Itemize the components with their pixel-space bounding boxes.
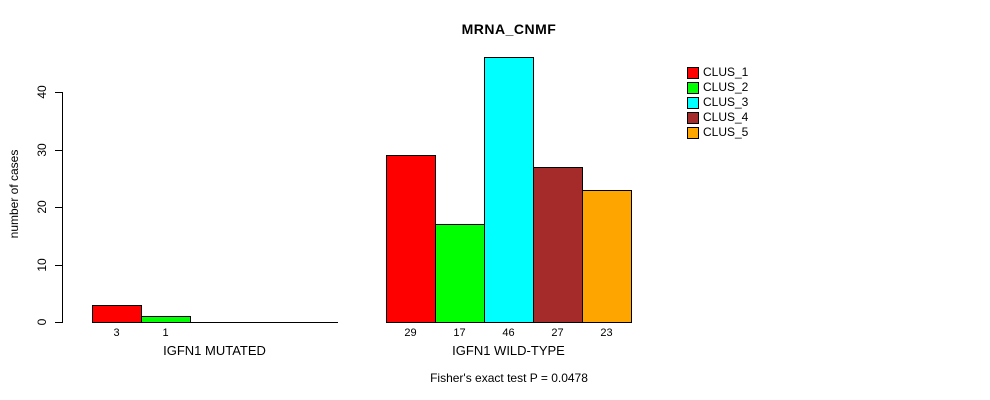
bar-clus_2: [435, 224, 485, 322]
bar-value-label: 17: [453, 327, 466, 339]
bar-value-label: 1: [162, 327, 169, 339]
group-label: IGFN1 WILD-TYPE: [452, 343, 565, 358]
legend: CLUS_1 CLUS_2 CLUS_3 CLUS_4 CLUS_5: [687, 65, 748, 140]
y-tick-label: 40: [35, 85, 49, 99]
bar-value-label: 23: [600, 327, 613, 339]
legend-label: CLUS_5: [703, 125, 749, 139]
y-tick-mark: [55, 92, 62, 93]
legend-item: CLUS_2: [687, 80, 748, 95]
bar-clus_1: [92, 305, 142, 322]
bar-clus_5: [582, 190, 632, 322]
y-tick-label: 0: [35, 318, 49, 326]
legend-swatch-icon: [687, 126, 699, 139]
y-tick-mark: [55, 264, 62, 266]
y-axis-line: [62, 92, 63, 323]
bar-clus_3: [484, 57, 534, 322]
legend-label: CLUS_2: [703, 80, 749, 94]
bar-clus_2: [141, 316, 191, 322]
bar-clus_4: [533, 167, 583, 322]
y-tick-label: 20: [35, 200, 49, 214]
bar-value-label: 27: [551, 327, 564, 339]
legend-item: CLUS_5: [687, 125, 748, 140]
y-tick-mark: [55, 149, 62, 151]
group-label: IGFN1 MUTATED: [163, 343, 266, 358]
y-axis-label: number of cases: [7, 149, 21, 239]
y-tick-label: 30: [35, 142, 49, 157]
x-baseline: [92, 322, 338, 323]
y-tick-mark: [55, 322, 62, 323]
caption: Fisher's exact test P = 0.0478: [430, 371, 588, 385]
legend-swatch-icon: [687, 66, 699, 79]
legend-label: CLUS_1: [703, 65, 749, 79]
legend-item: CLUS_3: [687, 95, 748, 110]
legend-item: CLUS_1: [687, 65, 748, 80]
y-tick-label: 10: [35, 257, 49, 272]
legend-swatch-icon: [687, 81, 699, 94]
bar-value-label: 3: [113, 327, 120, 339]
y-tick-mark: [55, 207, 62, 208]
bar-value-label: 29: [404, 327, 417, 339]
chart-title: MRNA_CNMF: [461, 21, 557, 37]
legend-label: CLUS_3: [703, 95, 749, 109]
x-baseline: [386, 322, 632, 323]
legend-item: CLUS_4: [687, 110, 748, 125]
bar-clus_1: [386, 155, 436, 322]
legend-swatch-icon: [687, 96, 699, 109]
bar-value-label: 46: [502, 327, 515, 339]
legend-label: CLUS_4: [703, 110, 749, 124]
legend-swatch-icon: [687, 111, 699, 124]
